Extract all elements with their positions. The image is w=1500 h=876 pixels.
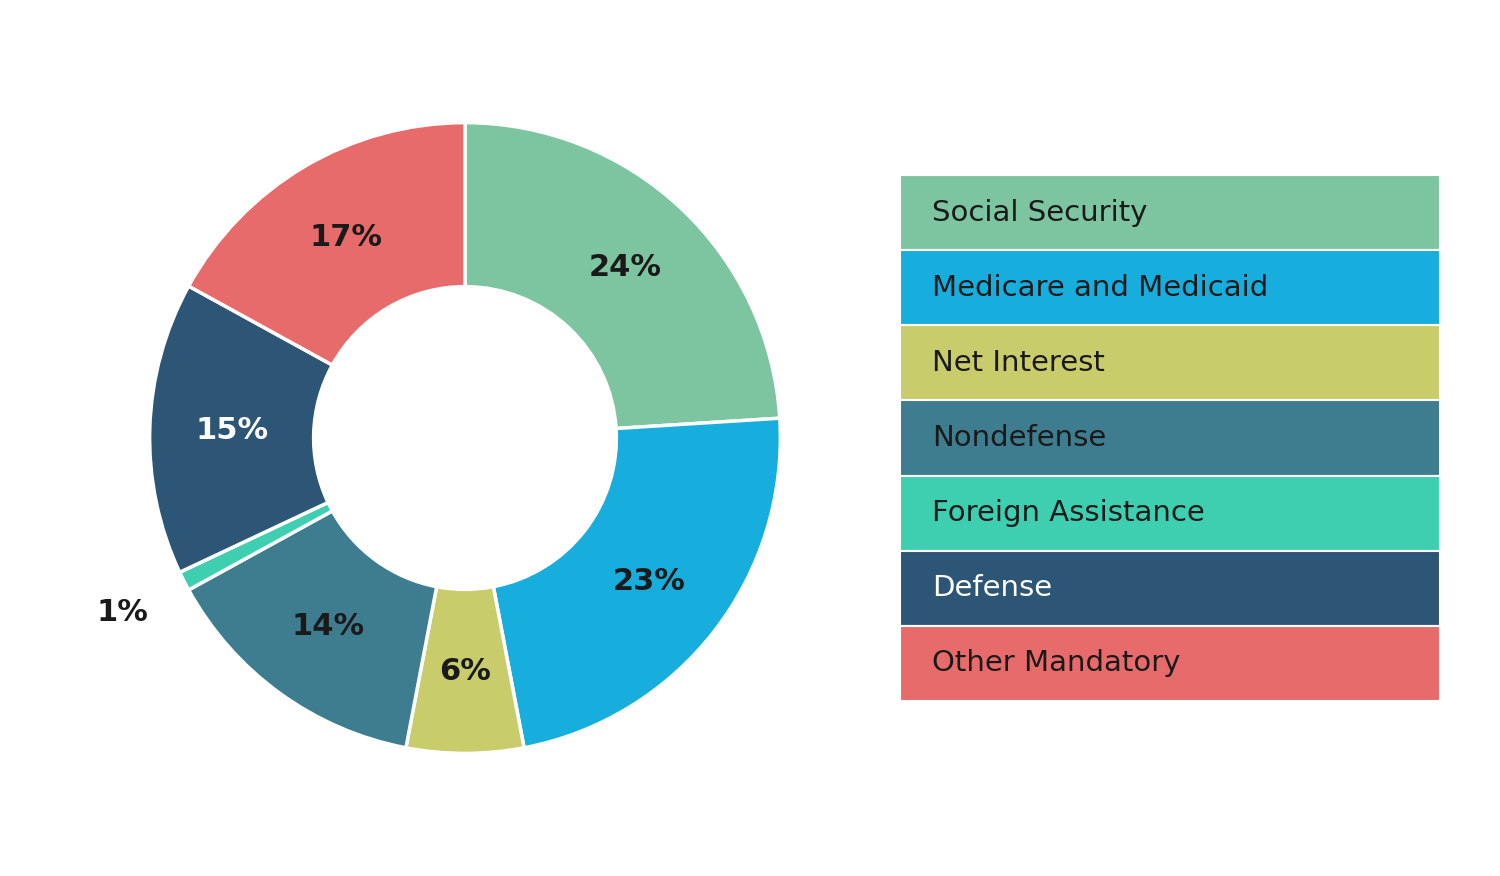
Text: 14%: 14%: [291, 612, 364, 641]
Bar: [900, 251, 1440, 325]
Bar: [900, 625, 1440, 701]
Wedge shape: [189, 511, 436, 748]
Text: Foreign Assistance: Foreign Assistance: [933, 499, 1204, 527]
Text: 15%: 15%: [195, 416, 268, 445]
Text: 24%: 24%: [588, 253, 662, 282]
Wedge shape: [150, 286, 333, 572]
Wedge shape: [406, 587, 524, 753]
Wedge shape: [494, 418, 780, 748]
Text: Other Mandatory: Other Mandatory: [933, 649, 1180, 677]
Text: 17%: 17%: [309, 223, 382, 251]
Text: Social Security: Social Security: [933, 199, 1148, 227]
Bar: [900, 476, 1440, 551]
Text: Nondefense: Nondefense: [933, 424, 1107, 452]
Text: 1%: 1%: [96, 598, 148, 627]
Bar: [900, 551, 1440, 625]
Text: Medicare and Medicaid: Medicare and Medicaid: [933, 274, 1269, 302]
Wedge shape: [465, 123, 780, 428]
Text: 6%: 6%: [440, 657, 491, 686]
Text: Defense: Defense: [933, 574, 1053, 602]
Text: Net Interest: Net Interest: [933, 349, 1106, 377]
Bar: [900, 400, 1440, 476]
Bar: [900, 325, 1440, 400]
Wedge shape: [180, 503, 333, 590]
Bar: [900, 175, 1440, 251]
Text: 23%: 23%: [614, 567, 686, 596]
Wedge shape: [189, 123, 465, 365]
